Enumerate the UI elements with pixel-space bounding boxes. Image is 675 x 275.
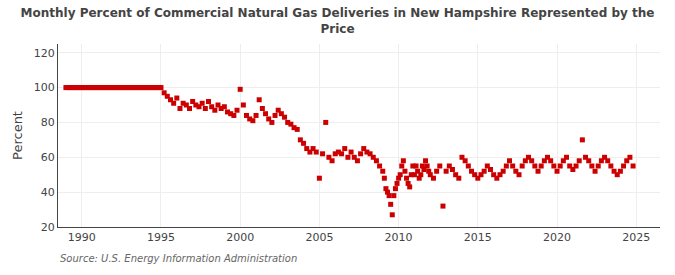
svg-text:2015: 2015: [464, 231, 492, 244]
svg-text:2000: 2000: [226, 231, 254, 244]
svg-text:2025: 2025: [622, 231, 650, 244]
svg-text:2010: 2010: [385, 231, 413, 244]
svg-text:Percent: Percent: [10, 111, 25, 160]
svg-text:20: 20: [41, 221, 55, 234]
svg-text:60: 60: [41, 151, 55, 164]
svg-text:80: 80: [41, 116, 55, 129]
svg-text:Source: U.S. Energy Informatio: Source: U.S. Energy Information Administ…: [60, 253, 297, 264]
svg-text:Monthly Percent of Commercial: Monthly Percent of Commercial Natural Ga…: [21, 6, 655, 36]
svg-text:120: 120: [34, 47, 55, 60]
svg-text:1995: 1995: [147, 231, 175, 244]
svg-text:1990: 1990: [68, 231, 96, 244]
svg-text:2005: 2005: [305, 231, 333, 244]
svg-text:2020: 2020: [543, 231, 571, 244]
svg-text:100: 100: [34, 81, 55, 94]
svg-text:40: 40: [41, 186, 55, 199]
